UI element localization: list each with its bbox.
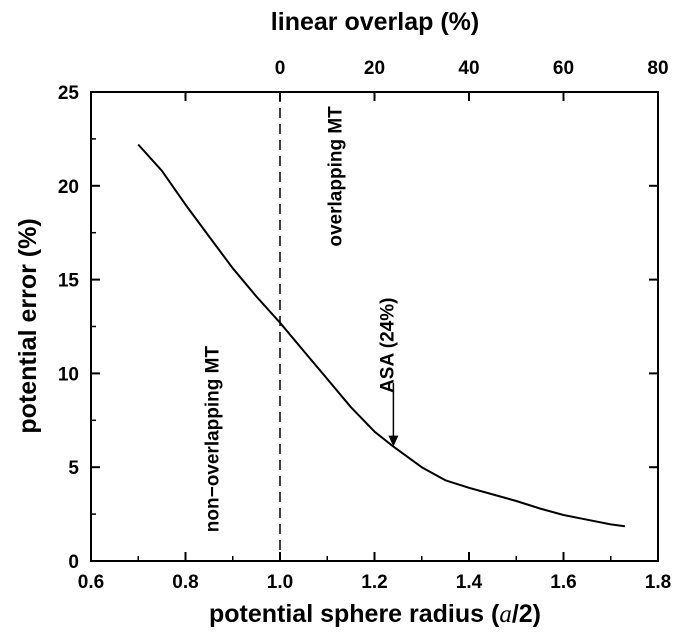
y-tick-label: 20	[58, 177, 79, 198]
y-tick-label: 15	[58, 271, 80, 292]
top-x-tick-label: 60	[553, 58, 574, 79]
top-x-tick-label: 80	[647, 58, 668, 79]
annotation-label: non−overlapping MT	[203, 346, 224, 533]
x-tick-label: 1.2	[361, 572, 387, 593]
top-x-tick-label: 20	[364, 58, 385, 79]
y-tick-label: 10	[58, 364, 79, 385]
arrow-head	[388, 435, 399, 447]
y-axis-title: potential error (%)	[14, 218, 42, 433]
plot-frame	[90, 91, 659, 562]
annotation-label: overlapping MT	[325, 106, 346, 247]
chart-marks: non−overlapping MT overlapping MT ASA (24%…	[137, 92, 626, 561]
series-line	[137, 143, 626, 528]
top-x-tick-label: 40	[458, 58, 479, 79]
y-tick-label: 25	[58, 83, 80, 104]
x-tick-label: 0.6	[78, 572, 104, 593]
annotation-label: ASA (24%)	[377, 298, 398, 393]
top-x-axis-title: linear overlap (%)	[271, 8, 479, 36]
x-tick-label: 1.0	[267, 572, 293, 593]
x-axis-title-suffix: /2)	[512, 600, 541, 628]
x-tick-label: 1.8	[645, 572, 671, 593]
y-tick-label: 0	[68, 552, 79, 573]
x-tick-label: 1.6	[550, 572, 576, 593]
x-tick-label: 0.8	[172, 572, 198, 593]
axis-ticks: 0.6 0.8 1.0 1.2 1.4 1.6 1.8 0 5 10 15 20 25 0 20 40 60 80	[58, 58, 671, 593]
y-tick-label: 5	[68, 458, 79, 479]
x-tick-label: 1.4	[456, 572, 483, 593]
x-axis-title-italic: a	[499, 601, 512, 628]
x-axis-title: potential sphere radius (a/2)	[209, 600, 541, 628]
top-x-tick-label: 0	[275, 58, 286, 79]
x-axis-title-prefix: potential sphere radius (	[209, 600, 500, 628]
